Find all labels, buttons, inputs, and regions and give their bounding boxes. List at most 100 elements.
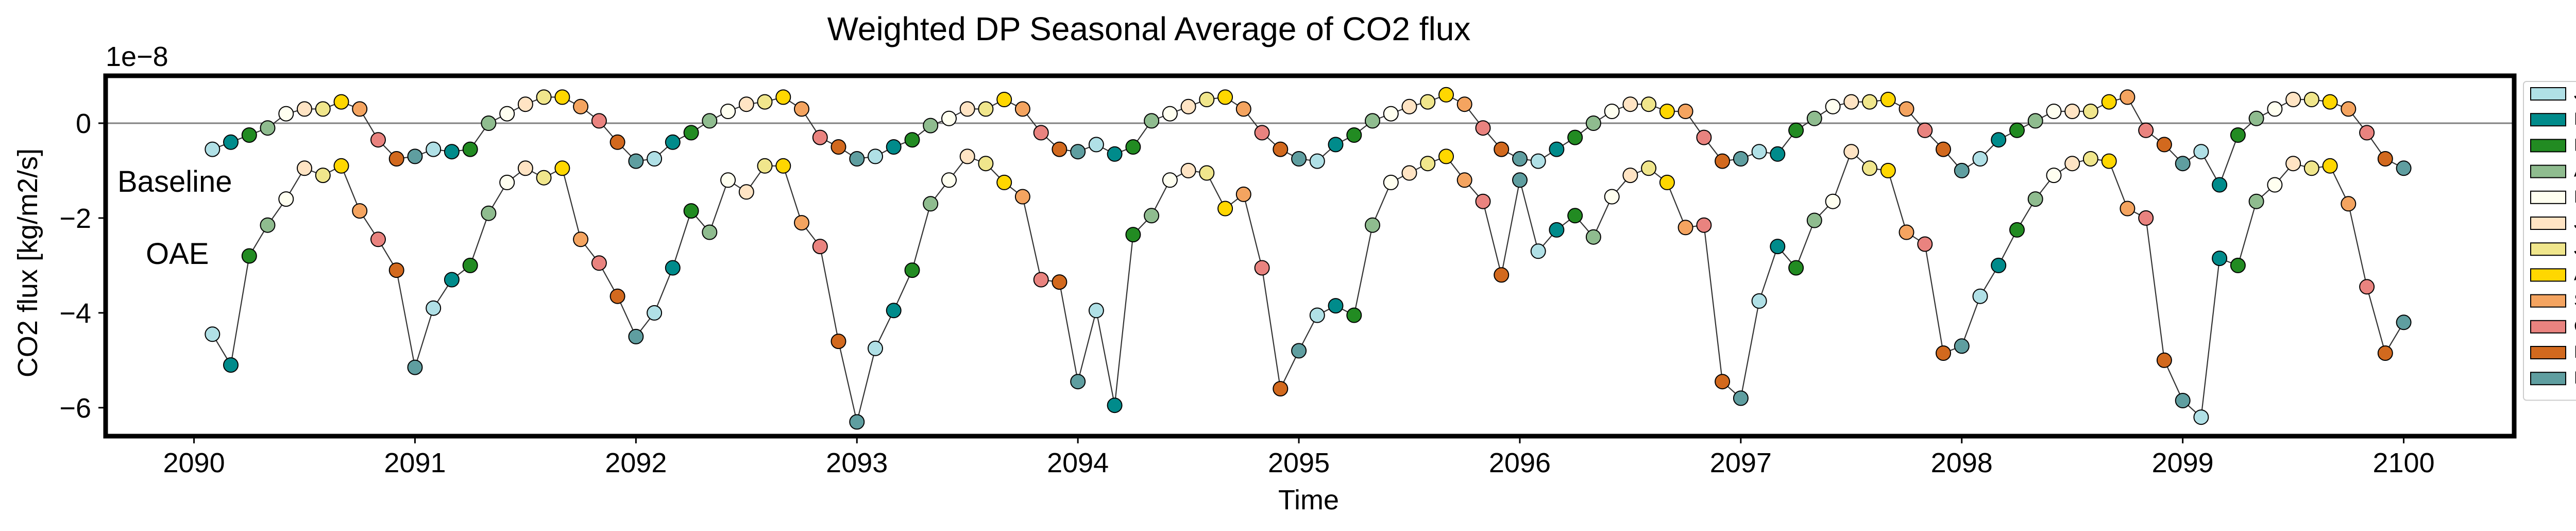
data-point <box>904 262 920 278</box>
data-point <box>1880 162 1896 178</box>
data-point <box>2027 113 2043 129</box>
data-point <box>536 89 552 105</box>
legend-label: Apr <box>2574 161 2576 181</box>
legend-swatch <box>2530 294 2566 308</box>
data-point <box>1991 257 2007 273</box>
data-point <box>720 104 736 119</box>
data-point <box>665 134 681 150</box>
data-point <box>738 184 754 200</box>
data-point <box>1309 153 1325 169</box>
data-point <box>1622 168 1638 184</box>
data-point <box>1033 125 1049 141</box>
data-point <box>1162 106 1178 122</box>
data-point <box>1567 208 1583 224</box>
data-point <box>2285 156 2301 172</box>
data-point <box>1070 374 1086 390</box>
data-point <box>941 172 957 188</box>
legend-label: May <box>2574 187 2576 207</box>
data-point <box>2064 156 2080 172</box>
data-point <box>2027 191 2043 207</box>
data-point <box>2193 144 2209 160</box>
data-point <box>1365 217 1380 233</box>
data-point <box>1438 87 1454 103</box>
y-tick-label: −4 <box>59 298 91 329</box>
data-point <box>775 89 791 105</box>
data-point <box>1438 148 1454 164</box>
data-point <box>683 203 699 219</box>
data-point <box>1328 137 1344 153</box>
data-point <box>1162 172 1178 188</box>
data-point <box>499 174 515 190</box>
data-point <box>2303 160 2319 176</box>
data-point <box>1309 307 1325 323</box>
data-point <box>1899 224 1914 240</box>
legend: Jan Feb Mar Apr May June July Aug Sept Oct Nov Dec <box>2523 81 2576 401</box>
legend-label: Sept <box>2574 291 2576 310</box>
data-point <box>1696 129 1712 145</box>
data-point <box>2377 345 2393 361</box>
legend-swatch <box>2530 320 2566 334</box>
plot-area: 2090 2091 2092 2093 2094 2095 2096 2097 2098 2099… <box>59 73 2517 478</box>
data-point <box>1125 227 1141 243</box>
data-point <box>370 231 386 247</box>
data-point <box>2212 177 2228 193</box>
data-point <box>2120 201 2136 217</box>
data-point <box>1641 96 1657 112</box>
data-point <box>683 125 699 141</box>
data-point <box>573 98 589 114</box>
data-point <box>1585 115 1601 131</box>
data-point <box>1917 122 1933 138</box>
data-point <box>1770 239 1786 255</box>
data-point <box>1456 96 1472 112</box>
data-point <box>1733 390 1749 406</box>
data-point <box>241 248 257 264</box>
data-point <box>1641 160 1657 176</box>
data-point <box>923 118 939 134</box>
data-point <box>481 115 497 131</box>
data-point <box>1715 374 1731 390</box>
data-point <box>1420 156 1436 172</box>
data-point <box>2341 196 2357 212</box>
data-point <box>628 153 644 169</box>
data-point <box>297 160 312 176</box>
legend-label: Nov <box>2574 342 2576 362</box>
legend-swatch <box>2530 190 2566 204</box>
data-point <box>849 151 865 167</box>
x-tick-label: 2100 <box>2372 447 2434 478</box>
data-point <box>388 151 404 167</box>
data-point <box>978 156 994 172</box>
data-point <box>333 94 349 110</box>
data-point <box>941 110 957 126</box>
data-point <box>2046 168 2062 184</box>
data-point <box>1715 153 1731 169</box>
data-point <box>812 239 828 255</box>
data-point <box>2248 193 2264 209</box>
legend-swatch <box>2530 139 2566 153</box>
data-point <box>1825 98 1841 114</box>
data-point <box>2138 122 2154 138</box>
data-point <box>1052 141 1067 157</box>
data-point <box>1180 162 1196 178</box>
data-point <box>1788 260 1804 276</box>
data-point <box>1107 397 1123 413</box>
data-point <box>1843 144 1859 160</box>
data-point <box>1530 243 1546 259</box>
data-point <box>223 134 239 150</box>
data-point <box>738 96 754 112</box>
data-point <box>1825 193 1841 209</box>
data-point <box>1144 208 1160 224</box>
data-point <box>1733 151 1749 167</box>
data-point <box>1494 267 1510 283</box>
data-point <box>1254 260 1270 276</box>
data-point <box>352 203 368 219</box>
legend-label: Oct <box>2574 317 2576 336</box>
data-point <box>1291 151 1307 167</box>
data-point <box>1401 98 1417 114</box>
data-point <box>1899 101 1914 117</box>
data-point <box>1346 127 1362 143</box>
y-tick-label: −2 <box>59 203 91 234</box>
plot-frame <box>103 73 2517 439</box>
data-point <box>2267 177 2283 193</box>
data-point <box>2082 104 2098 119</box>
